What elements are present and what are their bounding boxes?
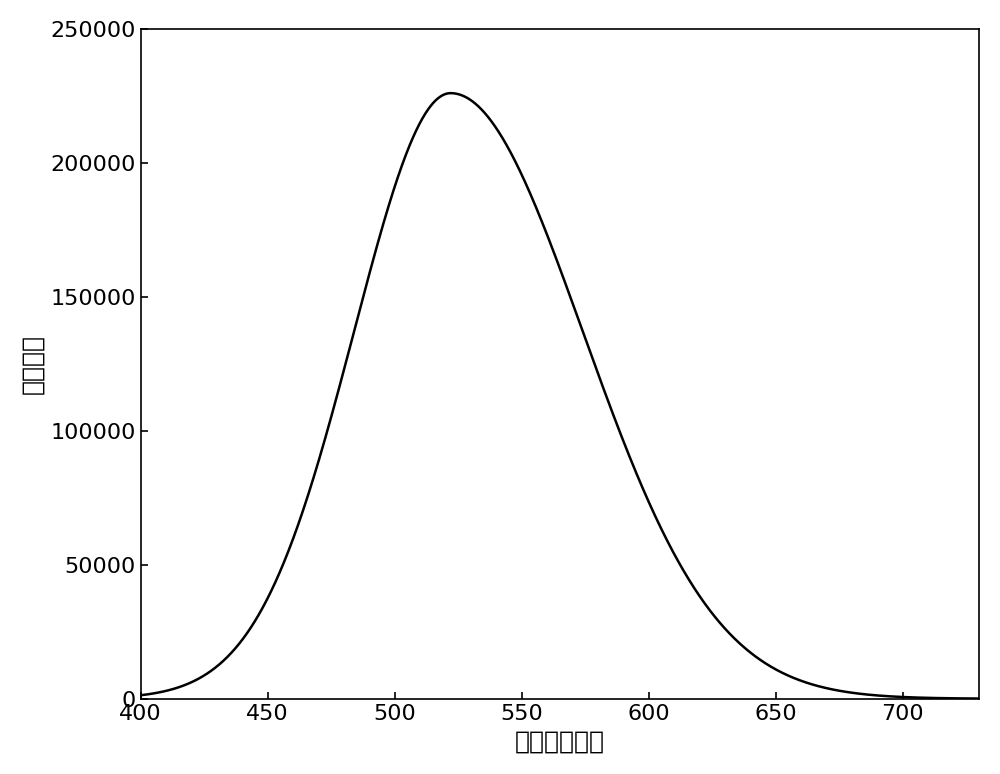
- Y-axis label: 荧光强度: 荧光强度: [21, 334, 45, 394]
- X-axis label: 波长（纳米）: 波长（纳米）: [515, 729, 605, 753]
